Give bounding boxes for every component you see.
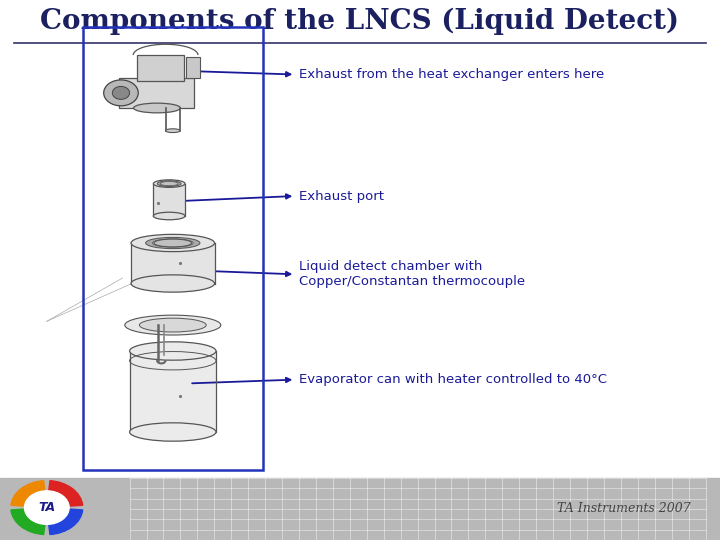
Circle shape — [24, 491, 69, 524]
Bar — [131, 243, 215, 284]
Circle shape — [112, 86, 130, 99]
Circle shape — [104, 80, 138, 106]
Text: Exhaust from the heat exchanger enters here: Exhaust from the heat exchanger enters h… — [299, 68, 604, 81]
Ellipse shape — [140, 318, 206, 332]
Wedge shape — [11, 509, 45, 535]
Ellipse shape — [157, 181, 181, 186]
Ellipse shape — [125, 315, 221, 335]
Text: Components of the LNCS (Liquid Detect): Components of the LNCS (Liquid Detect) — [40, 8, 680, 35]
Text: TA Instruments 2007: TA Instruments 2007 — [557, 502, 691, 516]
Ellipse shape — [161, 181, 178, 186]
Text: Evaporator can with heater controlled to 40°C: Evaporator can with heater controlled to… — [299, 373, 607, 386]
Bar — [186, 57, 200, 78]
Ellipse shape — [153, 180, 185, 187]
Wedge shape — [11, 481, 45, 506]
Bar — [83, 27, 263, 470]
Ellipse shape — [153, 212, 185, 220]
Text: Liquid detect chamber with
Copper/Constantan thermocouple: Liquid detect chamber with Copper/Consta… — [299, 260, 525, 288]
Bar — [153, 184, 185, 216]
Ellipse shape — [134, 103, 181, 113]
Wedge shape — [49, 509, 83, 535]
Ellipse shape — [130, 423, 216, 441]
Text: Exhaust port: Exhaust port — [299, 190, 384, 202]
Wedge shape — [49, 481, 83, 506]
Text: TA: TA — [38, 501, 55, 514]
Bar — [137, 55, 184, 81]
Ellipse shape — [131, 234, 215, 252]
Ellipse shape — [166, 129, 180, 132]
FancyBboxPatch shape — [119, 78, 194, 108]
Ellipse shape — [153, 239, 193, 247]
Ellipse shape — [131, 275, 215, 292]
Ellipse shape — [145, 238, 200, 248]
Ellipse shape — [130, 342, 216, 360]
Bar — [130, 351, 216, 432]
Bar — [0, 478, 720, 540]
